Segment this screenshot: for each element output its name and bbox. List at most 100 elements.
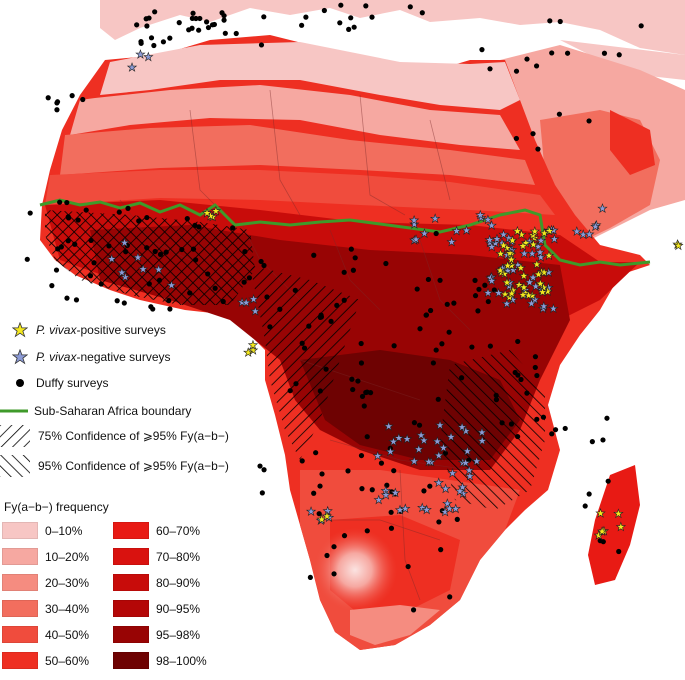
duffy-survey-dot bbox=[152, 9, 158, 15]
duffy-survey-dot bbox=[338, 2, 344, 8]
duffy-survey-dot bbox=[421, 488, 427, 494]
negative-survey-star bbox=[119, 237, 130, 248]
duffy-survey-dot bbox=[311, 252, 317, 258]
duffy-survey-dot bbox=[221, 13, 227, 19]
duffy-survey-dot bbox=[83, 207, 89, 213]
negative-survey-star bbox=[433, 450, 444, 461]
positive-survey-star bbox=[615, 521, 627, 532]
negative-survey-star bbox=[454, 485, 466, 496]
negative-survey-star bbox=[132, 252, 144, 262]
negative-survey-star bbox=[442, 498, 453, 509]
duffy-survey-dot bbox=[557, 18, 563, 25]
duffy-survey-dot bbox=[476, 286, 482, 292]
duffy-survey-dot bbox=[524, 56, 530, 62]
duffy-survey-dot bbox=[190, 246, 197, 252]
duffy-survey-dot bbox=[425, 276, 432, 283]
duffy-survey-dot bbox=[146, 281, 152, 287]
duffy-survey-dot bbox=[323, 366, 329, 372]
positive-survey-star bbox=[247, 339, 259, 350]
duffy-survey-dot bbox=[65, 215, 72, 221]
positive-survey-star bbox=[515, 262, 527, 273]
duffy-survey-dot bbox=[549, 50, 555, 56]
duffy-survey-dot bbox=[196, 27, 202, 33]
duffy-survey-dot bbox=[156, 277, 163, 283]
negative-survey-star bbox=[571, 226, 582, 236]
duffy-survey-dot bbox=[287, 388, 293, 394]
negative-survey-star bbox=[373, 494, 384, 505]
duffy-survey-dot bbox=[442, 450, 449, 456]
duffy-survey-dot bbox=[586, 118, 592, 124]
positive-survey-star bbox=[502, 260, 513, 271]
positive-survey-star bbox=[501, 277, 513, 288]
negative-survey-star bbox=[451, 225, 462, 236]
negative-survey-star bbox=[477, 435, 488, 446]
duffy-survey-dot bbox=[328, 318, 334, 324]
negative-survey-star bbox=[423, 456, 434, 467]
duffy-survey-dot bbox=[144, 245, 150, 251]
duffy-survey-dot bbox=[144, 214, 150, 221]
duffy-survey-dot bbox=[600, 437, 606, 443]
positive-survey-star bbox=[201, 207, 213, 218]
duffy-survey-dot bbox=[430, 360, 436, 366]
duffy-survey-dot bbox=[549, 431, 555, 437]
positive-survey-star bbox=[539, 227, 550, 238]
duffy-survey-dot bbox=[532, 364, 538, 371]
duffy-survey-dot bbox=[562, 425, 568, 432]
duffy-survey-dot bbox=[451, 300, 457, 306]
duffy-survey-dot bbox=[49, 283, 55, 289]
duffy-survey-dot bbox=[241, 279, 247, 285]
duffy-survey-dot bbox=[242, 248, 248, 255]
duffy-survey-dot bbox=[87, 273, 94, 279]
duffy-survey-dot bbox=[292, 287, 298, 293]
positive-survey-star bbox=[506, 288, 517, 299]
duffy-survey-dot bbox=[55, 246, 61, 252]
duffy-survey-dot bbox=[407, 4, 413, 10]
duffy-survey-dot bbox=[331, 571, 337, 577]
negative-survey-star bbox=[447, 467, 458, 478]
negative-survey-star bbox=[385, 446, 396, 457]
duffy-survey-dot bbox=[472, 277, 478, 283]
duffy-survey-dot bbox=[469, 344, 475, 350]
negative-survey-star bbox=[538, 300, 550, 311]
duffy-survey-dot bbox=[259, 490, 265, 496]
duffy-survey-dot bbox=[261, 262, 267, 269]
duffy-survey-dot bbox=[454, 516, 460, 522]
positive-survey-star bbox=[531, 259, 543, 269]
duffy-survey-dot bbox=[114, 298, 120, 304]
duffy-survey-dot bbox=[222, 30, 228, 36]
duffy-survey-dot bbox=[369, 487, 375, 493]
positive-survey-star bbox=[673, 240, 684, 251]
positive-survey-star bbox=[596, 526, 608, 536]
duffy-survey-dot bbox=[193, 257, 199, 263]
negative-survey-star bbox=[248, 293, 259, 304]
duffy-survey-dot bbox=[358, 360, 365, 366]
duffy-survey-dot bbox=[485, 298, 491, 305]
duffy-survey-dot bbox=[350, 267, 356, 273]
duffy-survey-dot bbox=[534, 372, 540, 379]
madagascar bbox=[588, 465, 640, 585]
positive-survey-star bbox=[543, 250, 555, 261]
negative-survey-star bbox=[409, 455, 420, 466]
positive-survey-star bbox=[537, 286, 548, 297]
duffy-survey-dot bbox=[616, 548, 622, 555]
negative-survey-star bbox=[548, 303, 559, 314]
positive-survey-star bbox=[529, 226, 540, 236]
duffy-survey-dot bbox=[493, 392, 499, 398]
duffy-survey-dot bbox=[167, 306, 173, 312]
hatch-75-west-africa bbox=[45, 210, 255, 305]
duffy-survey-dot bbox=[163, 249, 169, 255]
duffy-survey-dot bbox=[482, 282, 488, 288]
duffy-survey-dot bbox=[134, 22, 140, 28]
duffy-survey-dot bbox=[230, 225, 236, 231]
duffy-survey-dot bbox=[601, 50, 608, 56]
negative-survey-star bbox=[401, 433, 413, 444]
duffy-survey-dot bbox=[160, 39, 167, 45]
positive-survey-star bbox=[518, 270, 530, 281]
negative-survey-star bbox=[433, 477, 444, 488]
duffy-survey-dot bbox=[331, 544, 337, 550]
positive-survey-star bbox=[538, 267, 550, 277]
duffy-survey-dot bbox=[369, 14, 375, 20]
positive-survey-star bbox=[507, 235, 518, 245]
sub-saharan-boundary bbox=[39, 198, 651, 267]
